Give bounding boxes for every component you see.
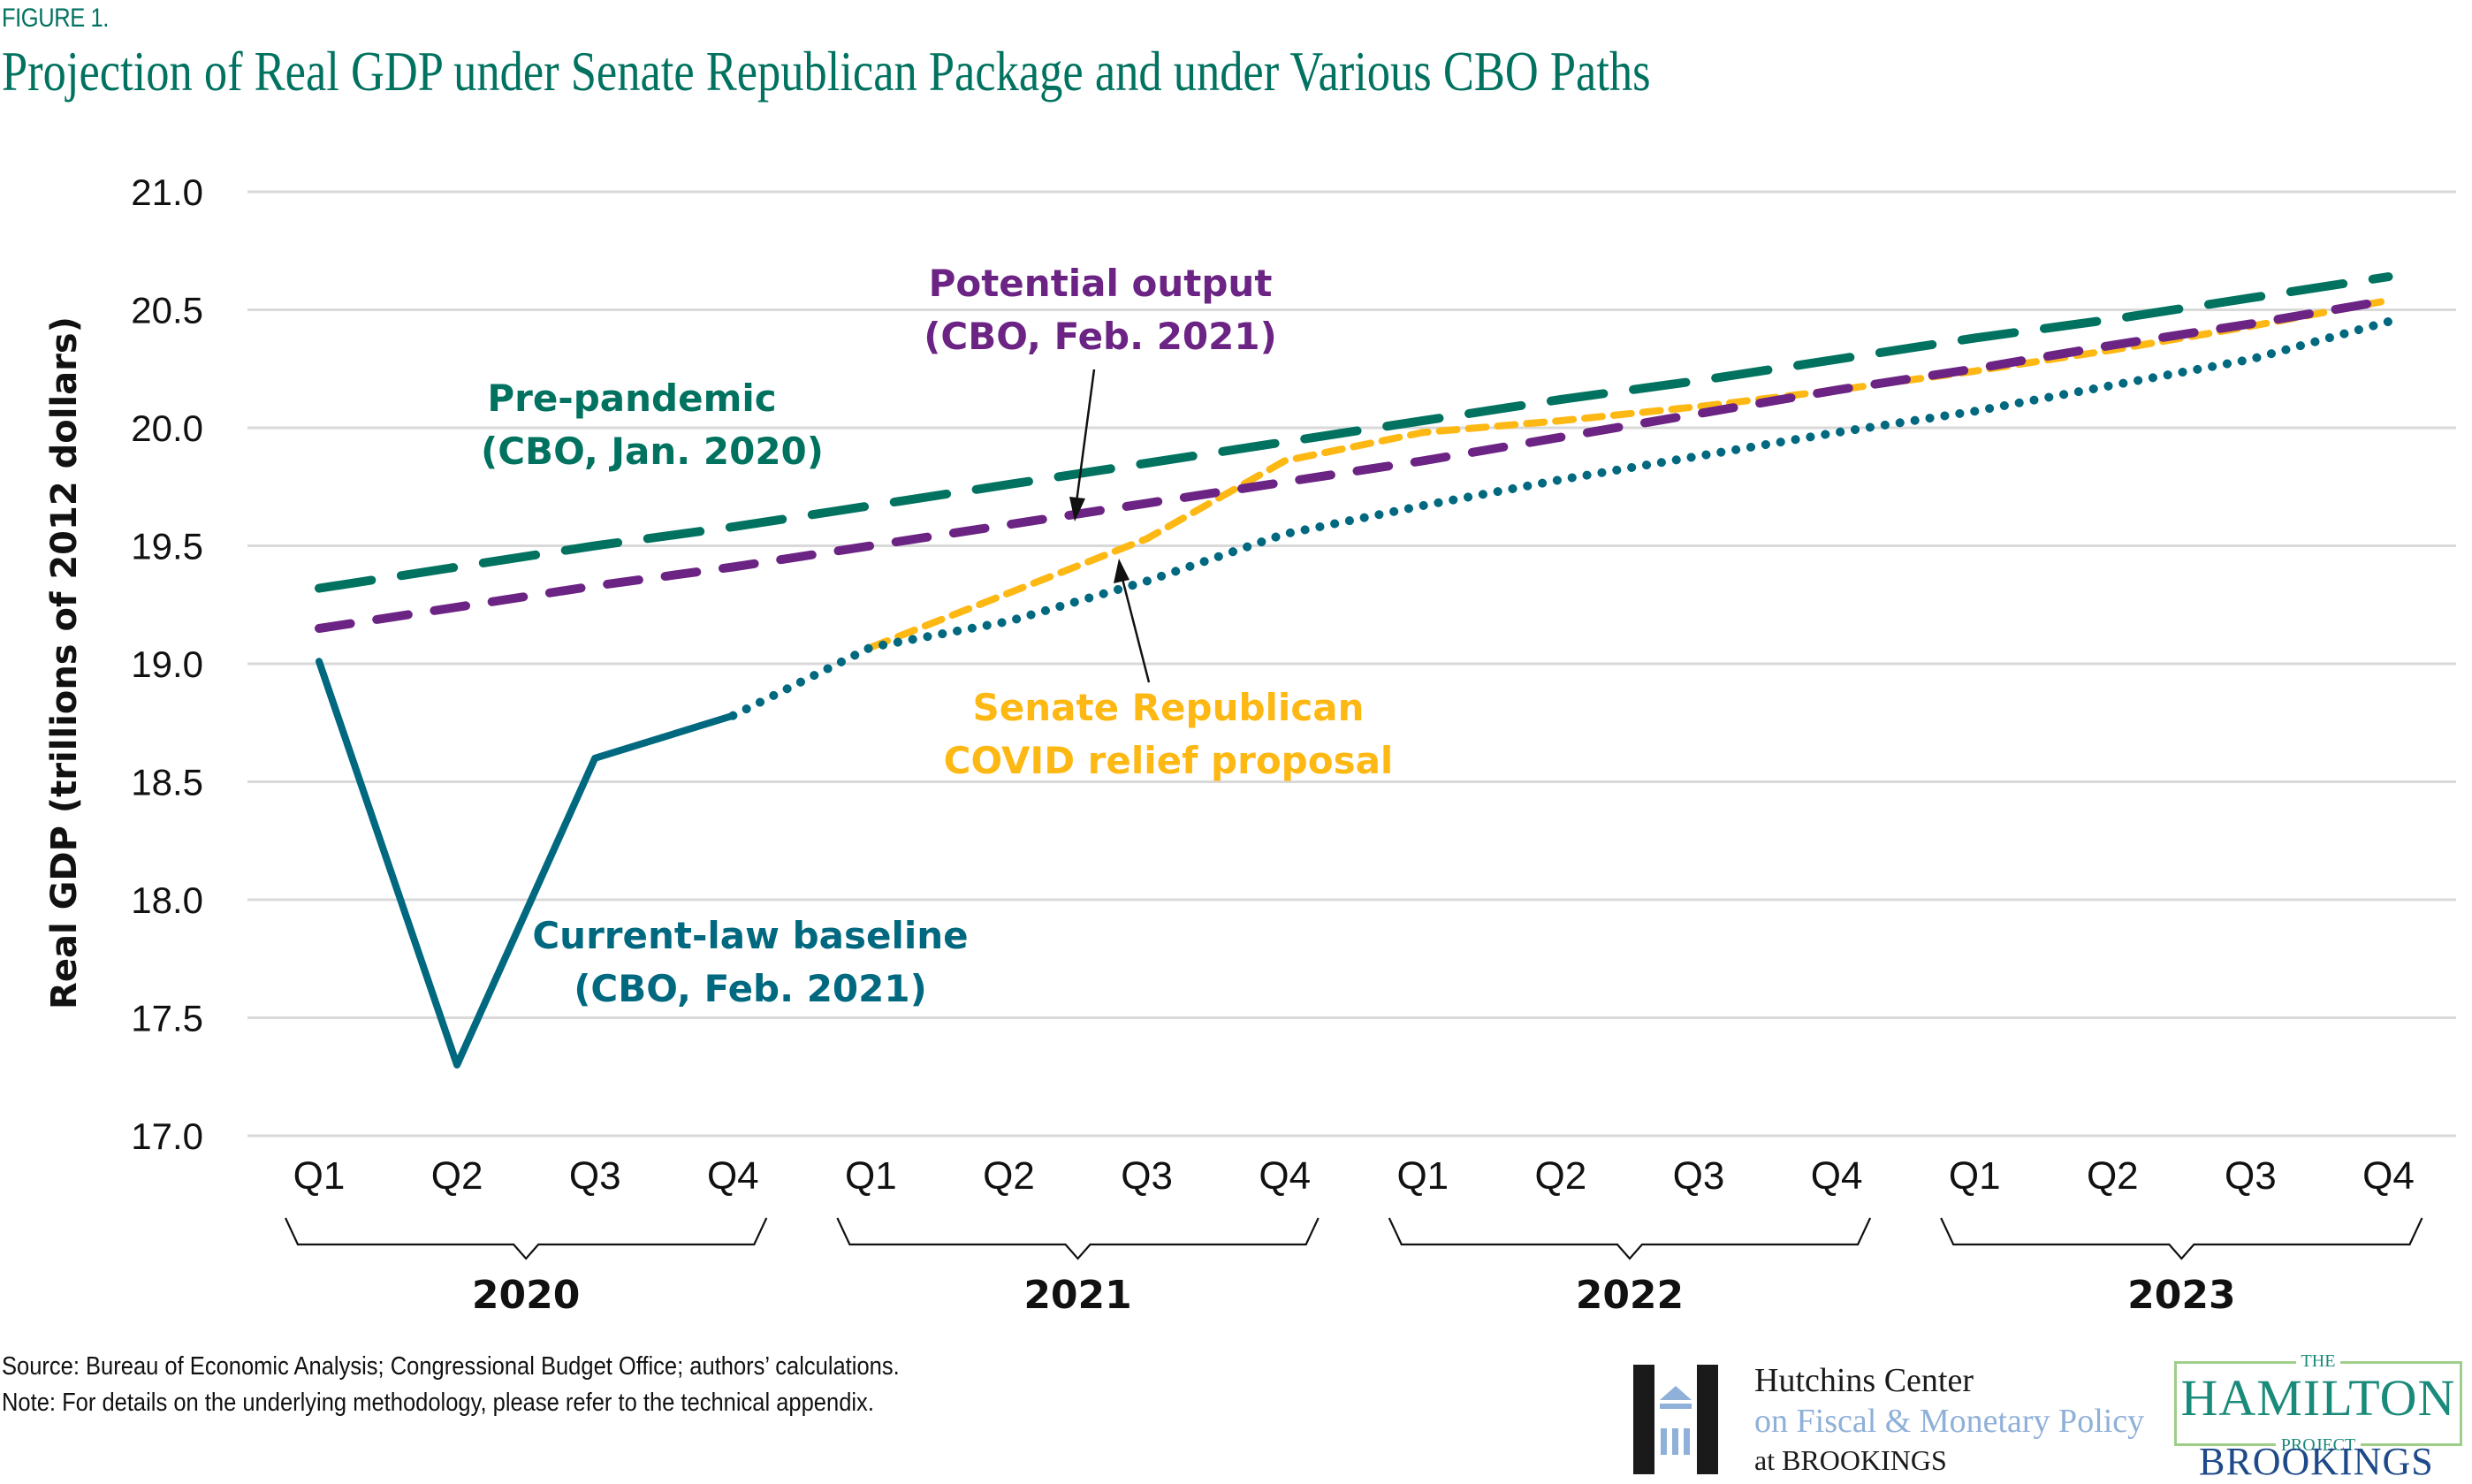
hutchins-line1: Hutchins Center	[1754, 1362, 1974, 1399]
hamilton-the: THE	[2295, 1351, 2341, 1371]
hamilton-name: HAMILTON	[2180, 1369, 2456, 1427]
series-lines	[315, 272, 2393, 1069]
x-tick-label: Q3	[569, 1154, 621, 1198]
annotation-pre-pandemic-line1: Pre-pandemic	[487, 377, 776, 420]
x-axis-ticks: Q1 Q2 Q3 Q4 Q1 Q2 Q3 Q4 Q1 Q2 Q3 Q4 Q1 Q2 Q3 Q4	[293, 1154, 2415, 1198]
series-line-current-law-baseline-cbo-feb-2021-actual	[316, 658, 737, 1069]
year-brace	[1940, 1217, 2423, 1260]
annotation-senate-line1: Senate Republican	[973, 686, 1365, 729]
y-tick-label: 21.0	[131, 171, 203, 213]
figure-label: FIGURE 1.	[2, 4, 109, 33]
arrow-senate-republican	[1114, 559, 1151, 683]
y-tick-label: 19.5	[131, 526, 203, 567]
year-label: 2020	[472, 1273, 580, 1318]
chart-title: Projection of Real GDP under Senate Repu…	[2, 40, 1651, 103]
year-label: 2023	[2127, 1273, 2235, 1318]
x-tick-label: Q4	[2362, 1154, 2415, 1198]
x-tick-label: Q1	[1396, 1154, 1449, 1198]
year-brace	[285, 1217, 768, 1260]
x-tick-label: Q2	[1535, 1154, 1587, 1198]
annotation-current-law-line2: (CBO, Feb. 2021)	[574, 967, 927, 1010]
x-tick-label: Q3	[1121, 1154, 1173, 1198]
methodology-note: Note: For details on the underlying meth…	[2, 1389, 874, 1417]
hamilton-project: PROJECT	[2275, 1435, 2362, 1455]
x-tick-label: Q1	[293, 1154, 346, 1198]
year-label: 2021	[1023, 1273, 1131, 1318]
year-label: 2022	[1576, 1273, 1684, 1318]
annotation-senate-line2: COVID relief proposal	[944, 739, 1394, 782]
x-tick-label: Q4	[707, 1154, 759, 1198]
y-tick-label: 17.5	[131, 998, 203, 1039]
x-tick-label: Q2	[431, 1154, 483, 1198]
arrow-potential-output	[1069, 369, 1096, 521]
hamilton-project-logo: THE HAMILTON PROJECT	[2174, 1351, 2462, 1455]
annotation-potential-line1: Potential output	[929, 262, 1273, 305]
y-axis-ticks: 17.0 17.5 18.0 18.5 19.0 19.5 20.0 20.5 21.0	[131, 171, 203, 1157]
x-tick-label: Q4	[1811, 1154, 1863, 1198]
year-braces: 2020 2021 2022 2023	[285, 1217, 2423, 1318]
x-tick-label: Q3	[2225, 1154, 2277, 1198]
x-tick-label: Q3	[1673, 1154, 1725, 1198]
series-line-pre-pandemic-cbo-jan-2020	[315, 272, 2393, 593]
y-tick-label: 19.0	[131, 643, 203, 685]
y-tick-label: 20.5	[131, 290, 203, 331]
source-note: Source: Bureau of Economic Analysis; Con…	[2, 1352, 900, 1381]
hutchins-line2: on Fiscal & Monetary Policy	[1754, 1403, 2145, 1440]
y-tick-label: 20.0	[131, 407, 203, 449]
annotation-current-law-line1: Current-law baseline	[532, 914, 968, 957]
annotation-pre-pandemic-line2: (CBO, Jan. 2020)	[481, 430, 824, 473]
x-tick-label: Q1	[845, 1154, 897, 1198]
annotations: Pre-pandemic (CBO, Jan. 2020) Potential …	[481, 262, 1393, 1010]
series-line-current-law-baseline-cbo-feb-2021-projection	[728, 316, 2393, 720]
year-brace	[836, 1217, 1320, 1260]
brookings-logo: BROOKINGS	[2199, 1440, 2434, 1483]
x-tick-label: Q2	[983, 1154, 1035, 1198]
series-line-potential-output-cbo-feb-2021	[315, 295, 2393, 633]
year-brace	[1388, 1217, 1872, 1260]
x-tick-label: Q1	[1949, 1154, 2001, 1198]
x-tick-label: Q4	[1259, 1154, 1311, 1198]
y-tick-label: 18.0	[131, 879, 203, 921]
y-tick-label: 18.5	[131, 762, 203, 803]
hutchins-line3: at BROOKINGS	[1754, 1444, 1947, 1476]
hutchins-logo-icon	[1633, 1365, 1718, 1474]
x-tick-label: Q2	[2087, 1154, 2139, 1198]
y-tick-label: 17.0	[131, 1115, 203, 1157]
y-axis-label: Real GDP (trillions of 2012 dollars)	[44, 316, 85, 1009]
annotation-potential-line2: (CBO, Feb. 2021)	[924, 315, 1277, 358]
